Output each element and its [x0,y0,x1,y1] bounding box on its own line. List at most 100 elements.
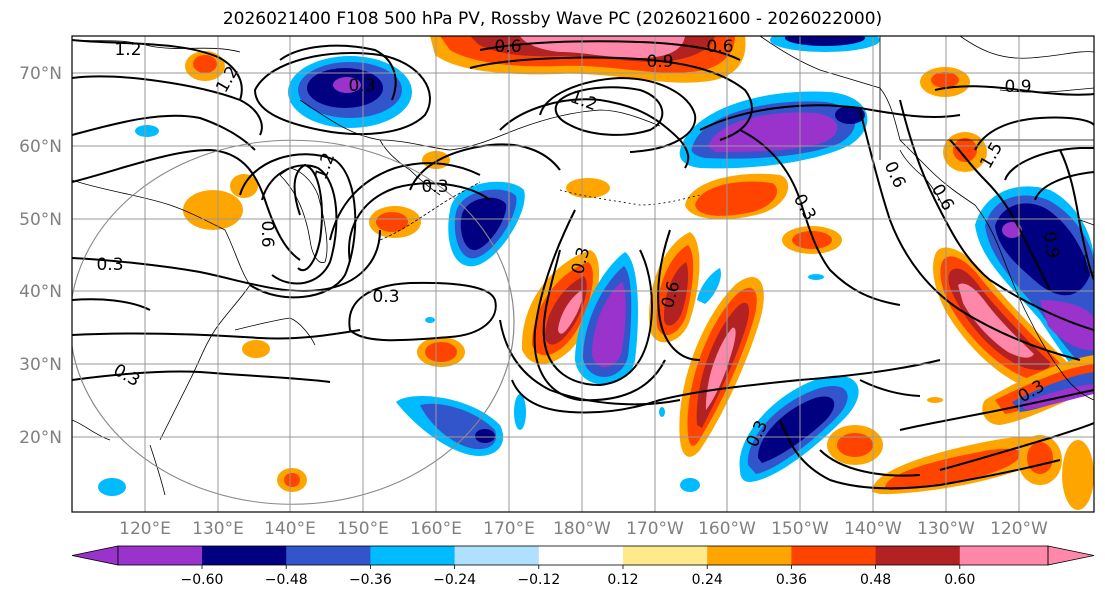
latitude-label: 70°N [19,64,62,84]
graticule [72,36,1094,512]
contour-label: 0.3 [348,76,375,96]
latitude-labels: 70°N 60°N 50°N 40°N 30°N 20°N [19,64,62,448]
colorbar-bin [286,546,371,565]
contour-label: 0.9 [1039,230,1063,260]
contour-label: 0.6 [494,37,521,57]
colorbar-bin [538,546,624,565]
latitude-label: 30°N [19,355,62,375]
anomaly-blob [475,429,495,443]
longitude-label: 140°W [844,519,902,539]
contour-labels: 1.2 1.2 0.3 0.6 0.9 0.6 0.9 1.2 1.2 0.3 … [96,37,1063,450]
colorbar-tick-label: 0.60 [944,572,975,588]
longitude-label: 160°W [698,519,756,539]
anomaly-blob [885,448,1021,490]
latitude-label: 40°N [19,282,62,302]
colorbar-bin [959,546,1048,565]
anomaly-blob [785,36,865,46]
anomaly-blob [193,55,217,73]
anomaly-blob [808,274,824,280]
longitude-labels: 120°E 130°E 140°E 150°E 160°E 170°E 180°W 170°W… [119,519,1048,539]
colorbar-tick-label: −0.12 [517,572,560,588]
anomaly-blob [242,340,270,358]
longitude-label: 120°E [119,519,171,539]
longitude-label: 170°W [626,519,684,539]
anomaly-blob [659,407,665,417]
longitude-label: 160°E [410,519,462,539]
longitude-label: 150°W [771,519,829,539]
colorbar-bin [202,546,287,565]
anomaly-blob [792,231,832,249]
longitude-label: 140°E [264,519,316,539]
contour-label: 0.3 [421,177,448,197]
contour-label: 0.6 [257,220,277,247]
colorbar-extend-min [71,545,119,566]
colorbar-tick-label: 0.24 [692,572,723,588]
latitude-label: 50°N [19,210,62,230]
map-frame [71,35,1095,513]
anomaly-blob [680,478,700,492]
colorbar-tick-label: −0.36 [349,572,392,588]
longitude-label: 130°E [192,519,244,539]
colorbar-bin [875,546,961,565]
colorbar-tick-label: 0.12 [607,572,638,588]
anomaly-blob [695,181,778,216]
anomaly-blob [98,478,126,496]
contour-label: 1.2 [114,40,141,60]
anomaly-blob [837,433,873,457]
anomaly-blob [663,262,689,326]
colorbar-tick-label: −0.60 [181,572,224,588]
anomaly-blob [708,112,838,152]
anomaly-blob [425,342,457,362]
colorbar-tick-label: −0.48 [265,572,308,588]
longitude-label: 130°W [917,519,975,539]
contour-label: 0.9 [646,52,673,72]
colorbar-tick-label: −0.24 [433,572,476,588]
anomaly-blob [135,125,159,137]
colorbar-tick-label: 0.36 [776,572,807,588]
colorbar-bin [623,546,708,565]
contour-label: 0.3 [96,255,123,275]
anomaly-blob [697,268,721,304]
latitude-label: 60°N [19,137,62,157]
anomaly-blob [953,138,977,162]
latitude-label: 20°N [19,428,62,448]
colorbar: −0.60 −0.48 −0.36 −0.24 −0.12 0.12 0.24 0.36 0.4… [71,545,1095,588]
colorbar-bin [707,546,792,565]
map-area: 1.2 1.2 0.3 0.6 0.9 0.6 0.9 1.2 1.2 0.3 … [72,36,1094,512]
colorbar-frame [117,545,1049,566]
anomaly-blob [183,190,243,230]
anomaly-blob [1027,442,1053,474]
anomaly-blob [1040,300,1094,351]
longitude-label: 120°W [990,519,1048,539]
contour-label: 0.3 [372,287,399,307]
anomaly-blob [757,396,835,463]
colorbar-bin [454,546,540,565]
anomaly-blob [333,77,361,93]
coastlines [72,36,1094,496]
colorbar-bin [118,546,202,565]
anomaly-blob [835,106,865,124]
contour-label: 0.9 [1004,77,1031,97]
longitude-label: 180°W [553,519,611,539]
plot-title: 2026021400 F108 500 hPa PV, Rossby Wave … [222,9,883,29]
anomaly-blob [376,212,408,232]
colorbar-bin [791,546,876,565]
pv-contours [72,39,1094,490]
colorbar-extend-max [1047,545,1095,566]
anomaly-blob [566,178,610,198]
anomaly-blob [425,317,435,323]
anomaly-blob [284,473,300,487]
anomaly-blob [931,72,959,88]
longitude-label: 170°E [483,519,535,539]
colorbar-bin [370,546,455,565]
colorbar-tick-label: 0.48 [860,572,891,588]
anomaly-blob [927,397,943,403]
anomaly-blob [1062,440,1094,510]
contour-label: 0.6 [706,37,733,57]
anomaly-blob [460,197,507,251]
longitude-label: 150°E [337,519,389,539]
anomaly-blob [592,282,626,368]
anomaly-blob [514,394,526,430]
highlight-circle [72,139,515,505]
